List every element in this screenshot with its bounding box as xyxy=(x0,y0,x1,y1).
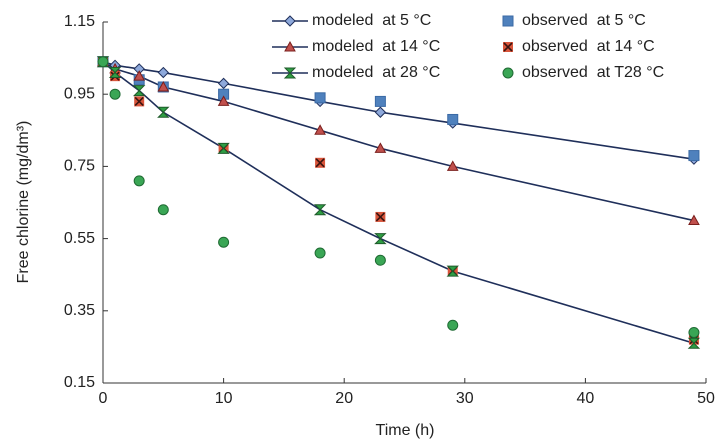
marker-diamond xyxy=(284,15,296,27)
marker-triangle xyxy=(688,214,700,226)
y-tick-label: 0.15 xyxy=(64,374,95,391)
marker-diamond xyxy=(217,77,230,90)
marker-square xyxy=(374,95,386,107)
marker-xsquare-x xyxy=(503,42,513,52)
marker-triangle xyxy=(217,95,230,106)
legend-label: observed at 14 °C xyxy=(522,38,655,55)
marker-bowtie xyxy=(687,337,701,349)
marker-triangle xyxy=(284,40,296,52)
marker-xsquare-x xyxy=(315,158,325,168)
marker-circle xyxy=(157,204,169,216)
y-tick-label: 0.55 xyxy=(64,230,95,247)
marker-bowtie xyxy=(446,265,459,277)
marker-triangle xyxy=(374,142,387,153)
marker-diamond xyxy=(157,66,170,79)
marker-square xyxy=(502,15,514,27)
marker-xsquare xyxy=(503,42,513,52)
x-tick-label: 30 xyxy=(456,390,474,407)
x-tick-label: 40 xyxy=(577,390,595,407)
marker-square xyxy=(447,113,459,125)
x-tick-label: 20 xyxy=(335,390,353,407)
marker-triangle xyxy=(314,124,326,135)
marker-xsquare xyxy=(375,211,386,222)
legend: modeled at 5 °C observed at 5 °C modeled a… xyxy=(272,12,664,81)
y-tick-label: 0.35 xyxy=(64,302,95,319)
marker-bowtie xyxy=(217,142,230,154)
series-line xyxy=(102,61,695,345)
x-axis-label: Time (h) xyxy=(376,422,435,439)
marker-diamond xyxy=(374,106,387,118)
marker-triangle xyxy=(157,80,170,92)
marker-bowtie xyxy=(313,204,327,216)
legend-label: observed at 5 °C xyxy=(522,12,646,29)
marker-xsquare-x xyxy=(375,212,385,222)
marker-square xyxy=(688,150,700,162)
marker-circle xyxy=(133,175,145,187)
marker-bowtie xyxy=(157,106,170,118)
x-tick-label: 0 xyxy=(99,390,108,407)
series-line xyxy=(102,61,695,222)
marker-xsquare xyxy=(315,157,326,168)
marker-circle xyxy=(314,247,326,259)
marker-bowtie xyxy=(283,67,297,79)
legend-label: observed at T28 °C xyxy=(522,64,664,81)
legend-label: modeled at 5 °C xyxy=(312,12,431,29)
marker-xsquare-x xyxy=(134,96,144,106)
marker-triangle xyxy=(133,70,146,81)
y-tick-label: 0.75 xyxy=(64,158,95,175)
marker-bowtie xyxy=(108,67,122,79)
marker-circle xyxy=(447,319,459,331)
marker-circle xyxy=(218,236,230,248)
x-tick-label: 50 xyxy=(697,390,715,407)
marker-square xyxy=(314,92,326,104)
marker-bowtie xyxy=(374,233,387,245)
marker-xsquare xyxy=(134,96,145,107)
marker-bowtie xyxy=(132,85,146,97)
y-tick-label: 1.15 xyxy=(64,13,95,30)
marker-circle xyxy=(688,326,700,338)
marker-circle xyxy=(97,56,109,68)
y-tick-label: 0.95 xyxy=(64,85,95,102)
y-axis-label: Free chlorine (mg/dm³) xyxy=(15,121,32,284)
marker-circle xyxy=(374,254,386,266)
legend-label: modeled at 14 °C xyxy=(312,38,440,55)
marker-circle xyxy=(109,88,121,100)
x-tick-label: 10 xyxy=(215,390,233,407)
marker-triangle xyxy=(446,160,459,171)
marker-circle xyxy=(502,67,514,79)
legend-label: modeled at 28 °C xyxy=(312,64,440,81)
